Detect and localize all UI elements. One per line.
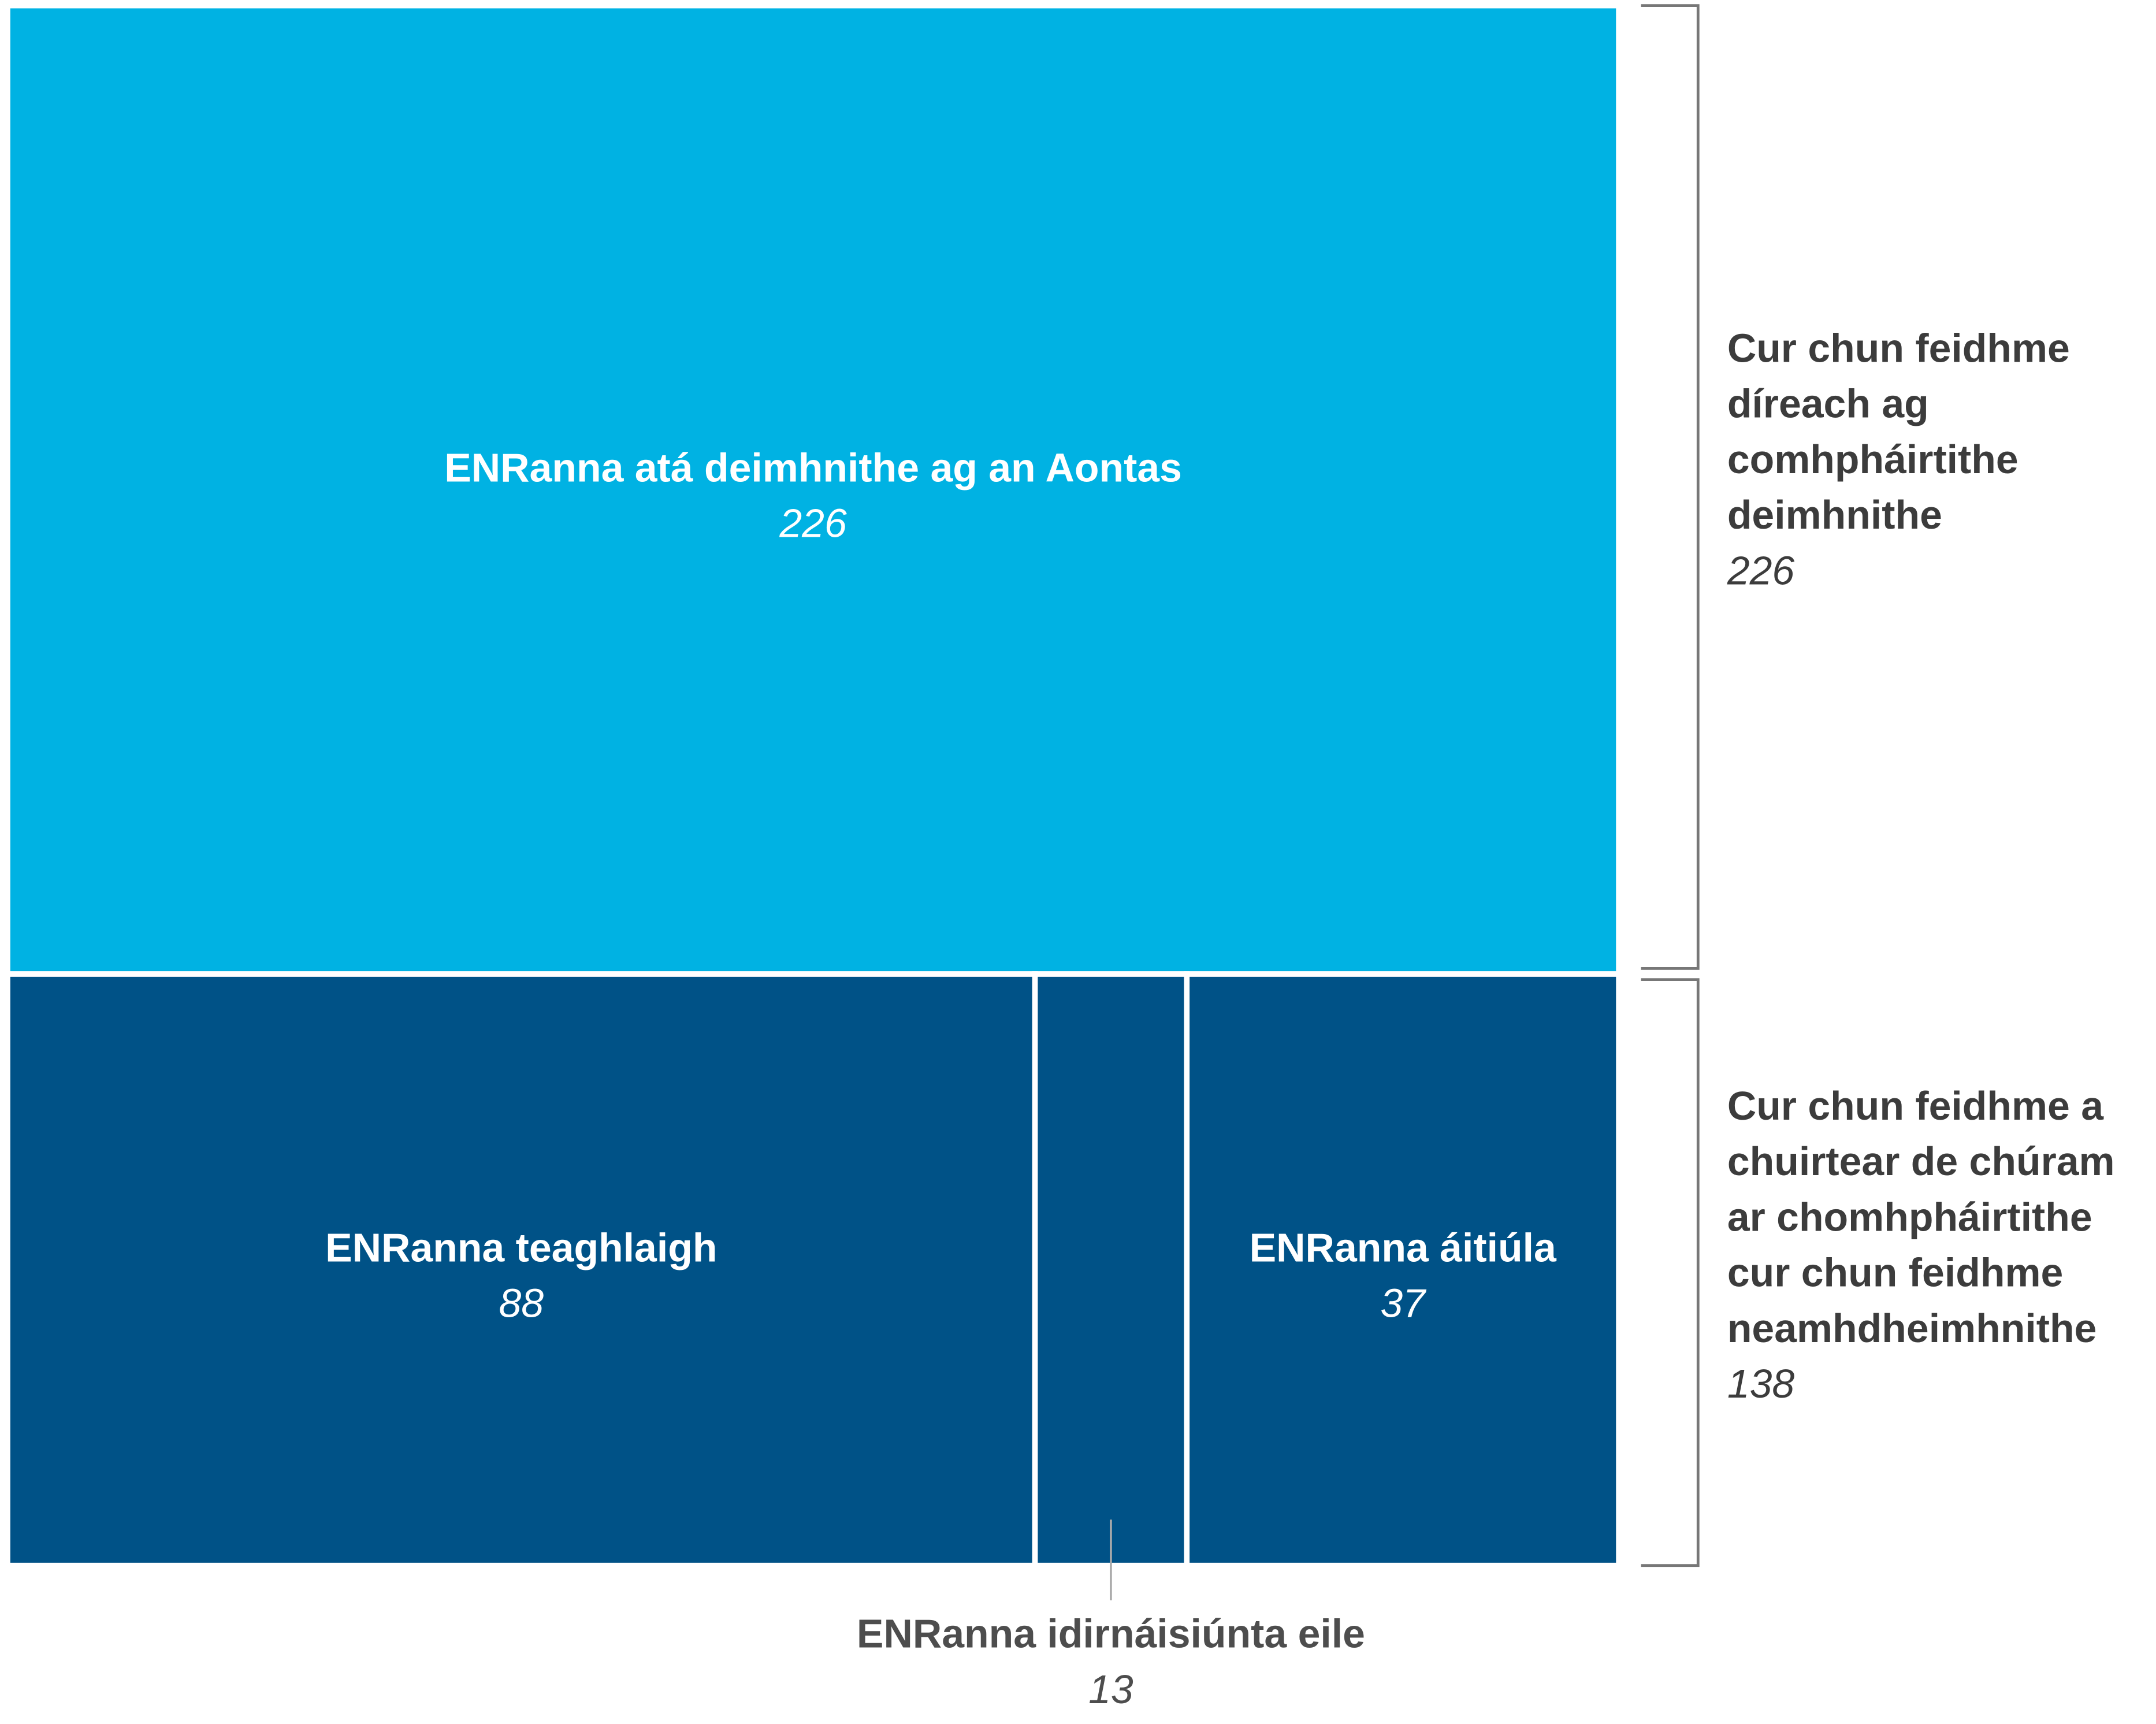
cell-value: 88	[499, 1281, 544, 1326]
cell-value: 13	[1088, 1667, 1133, 1712]
cell-label: ENRanna áitiúla	[1250, 1225, 1557, 1270]
cell-label: ENRanna idirnáisiúnta eile	[857, 1611, 1365, 1656]
group-value: 226	[1727, 548, 1795, 593]
group-bracket	[1641, 978, 1700, 1567]
cell-value: 226	[779, 501, 847, 546]
treemap-cell	[1032, 971, 1190, 1569]
cell-label: ENRanna atá deimhnithe ag an Aontas	[444, 445, 1182, 490]
treemap-cell	[5, 971, 1038, 1569]
group-value: 138	[1727, 1361, 1795, 1406]
treemap-cell	[5, 2, 1622, 977]
group-bracket	[1641, 4, 1700, 970]
group-label: Cur chun feidhme a chuirtear de chúram ar …	[1727, 1083, 2115, 1351]
group-label: Cur chun feidhme díreach ag comhpháirtithe…	[1727, 325, 2070, 537]
treemap-cell	[1184, 971, 1622, 1569]
cell-value: 37	[1380, 1281, 1426, 1326]
cell-label: ENRanna teaghlaigh	[325, 1225, 717, 1270]
